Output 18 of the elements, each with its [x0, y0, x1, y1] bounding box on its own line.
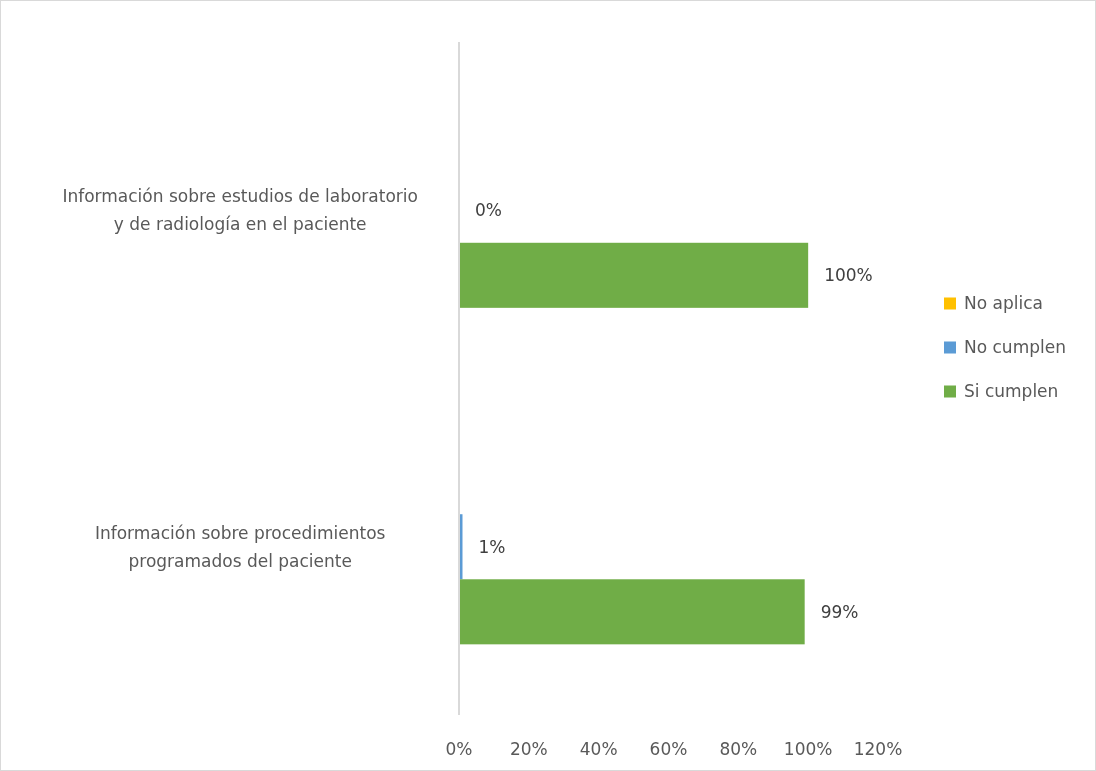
legend-label: Si cumplen [964, 381, 1059, 402]
bar [459, 242, 809, 308]
data-label: 1% [478, 536, 506, 557]
x-tick-label: 40% [579, 739, 618, 759]
bar [459, 579, 805, 645]
legend-label: No aplica [964, 293, 1043, 314]
y-tick-label: Información sobre procedimientos programados del paciente [94, 522, 386, 571]
legend-label: No cumplen [964, 337, 1066, 358]
data-label: 0% [475, 200, 502, 221]
x-tick-label: 80% [719, 739, 758, 759]
data-label: 99% [820, 601, 859, 622]
x-tick-label: 20% [509, 739, 548, 759]
y-tick-label: Información sobre estudios de laboratorio y de radiología en el paciente [62, 186, 418, 235]
data-label: 100% [824, 265, 873, 286]
x-tick-label: 0% [445, 739, 473, 759]
x-tick-label: 60% [649, 739, 688, 759]
x-tick-label: 120% [853, 739, 903, 759]
x-tick-label: 100% [783, 739, 833, 759]
